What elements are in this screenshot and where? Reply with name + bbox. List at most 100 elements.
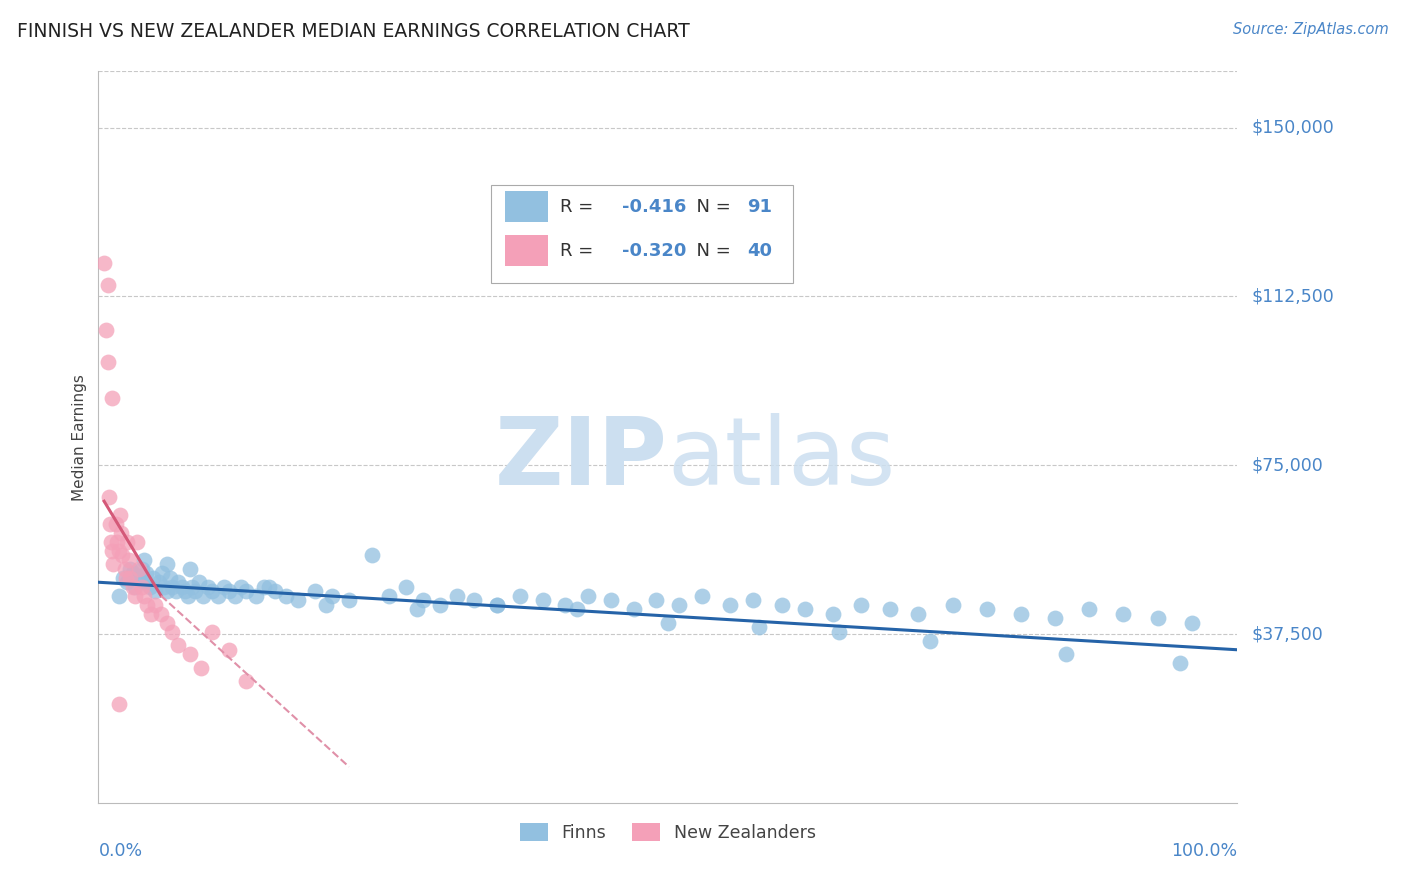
Point: [742, 593, 765, 607]
Point: [93, 255, 115, 269]
Text: 0.0%: 0.0%: [98, 842, 142, 860]
Point: [162, 624, 184, 639]
Point: [554, 598, 576, 612]
Point: [96, 323, 118, 337]
Text: 100.0%: 100.0%: [1171, 842, 1237, 860]
Point: [100, 534, 122, 549]
Point: [145, 584, 167, 599]
Point: [1043, 611, 1066, 625]
Point: [212, 580, 235, 594]
Point: [235, 674, 257, 689]
Point: [165, 584, 187, 599]
Point: [406, 602, 429, 616]
Point: [879, 602, 901, 616]
Point: [101, 391, 124, 405]
Text: -0.320: -0.320: [623, 242, 686, 260]
Point: [907, 607, 929, 621]
Point: [720, 598, 742, 612]
Point: [287, 593, 309, 607]
Text: $150,000: $150,000: [1251, 119, 1334, 136]
Point: [565, 602, 588, 616]
Text: atlas: atlas: [668, 413, 896, 505]
Point: [264, 584, 287, 599]
Point: [224, 589, 246, 603]
Point: [138, 580, 160, 594]
Point: [259, 580, 281, 594]
Point: [97, 490, 120, 504]
Point: [124, 580, 146, 594]
Point: [360, 548, 382, 562]
Point: [657, 615, 679, 630]
Point: [118, 553, 141, 567]
Point: [179, 562, 201, 576]
Point: [132, 589, 155, 603]
Point: [156, 558, 179, 572]
Point: [245, 589, 267, 603]
Point: [187, 575, 209, 590]
Point: [184, 584, 207, 599]
Text: $112,500: $112,500: [1251, 287, 1334, 305]
Point: [179, 647, 201, 661]
Text: R =: R =: [560, 198, 599, 216]
FancyBboxPatch shape: [505, 191, 548, 222]
Point: [139, 607, 162, 621]
Point: [395, 580, 418, 594]
Point: [851, 598, 873, 612]
Point: [98, 516, 121, 531]
Point: [115, 575, 138, 590]
Point: [142, 571, 165, 585]
Point: [486, 598, 509, 612]
Point: [1078, 602, 1101, 616]
Point: [1170, 657, 1192, 671]
Point: [304, 584, 326, 599]
Point: [276, 589, 298, 603]
Point: [531, 593, 554, 607]
Point: [201, 584, 224, 599]
Point: [120, 562, 142, 576]
Point: [111, 548, 134, 562]
Point: [150, 607, 173, 621]
Point: [108, 589, 131, 603]
Point: [108, 697, 131, 711]
Legend: Finns, New Zealanders: Finns, New Zealanders: [513, 816, 823, 849]
Point: [124, 589, 146, 603]
Point: [218, 642, 240, 657]
Point: [190, 661, 212, 675]
Point: [131, 580, 153, 594]
Point: [942, 598, 965, 612]
Point: [180, 580, 202, 594]
Point: [150, 566, 173, 581]
Point: [112, 571, 135, 585]
Point: [101, 543, 124, 558]
Point: [748, 620, 770, 634]
Point: [148, 575, 170, 590]
Text: FINNISH VS NEW ZEALANDER MEDIAN EARNINGS CORRELATION CHART: FINNISH VS NEW ZEALANDER MEDIAN EARNINGS…: [17, 22, 689, 41]
Point: [793, 602, 815, 616]
Point: [918, 633, 941, 648]
Point: [103, 558, 125, 572]
Point: [170, 580, 193, 594]
Point: [96, 354, 118, 368]
Point: [229, 580, 252, 594]
Point: [167, 575, 190, 590]
Point: [315, 598, 337, 612]
Text: 91: 91: [748, 198, 772, 216]
Point: [623, 602, 645, 616]
Point: [201, 624, 224, 639]
Point: [108, 543, 131, 558]
Point: [976, 602, 998, 616]
Point: [110, 525, 132, 540]
Point: [821, 607, 844, 621]
Point: [668, 598, 690, 612]
Point: [108, 508, 131, 522]
Point: [136, 598, 159, 612]
Point: [1146, 611, 1168, 625]
Point: [235, 584, 257, 599]
Point: [131, 562, 153, 576]
Text: 40: 40: [748, 242, 772, 260]
Point: [115, 534, 138, 549]
Point: [156, 584, 179, 599]
Y-axis label: Median Earnings: Median Earnings: [72, 374, 87, 500]
Text: ZIP: ZIP: [495, 413, 668, 505]
FancyBboxPatch shape: [505, 235, 548, 266]
